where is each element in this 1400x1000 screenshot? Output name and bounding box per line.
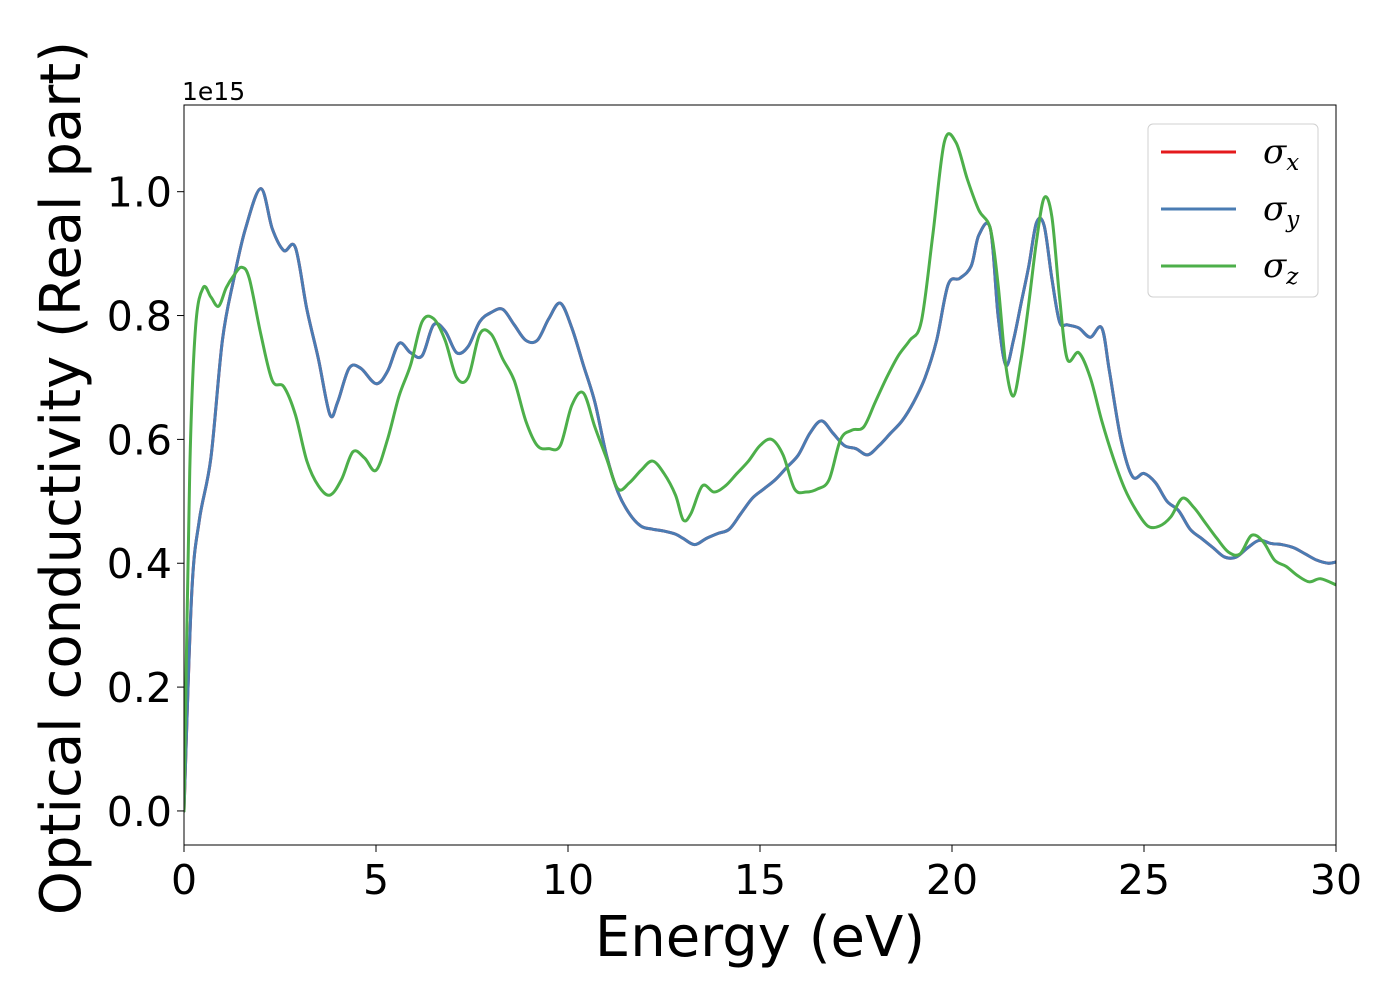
y-tick-label: 0.0 [107, 788, 172, 836]
x-axis-ticks: 0 5 10 15 20 25 30 [171, 845, 1362, 904]
legend-label-symbol: σ [1263, 246, 1287, 286]
legend-label-sigma-x: σx [1263, 132, 1299, 176]
legend-label-subscript: y [1285, 207, 1300, 233]
y-tick-label: 0.6 [107, 416, 172, 464]
y-axis-ticks: 0.0 0.2 0.4 0.6 0.8 1.0 [107, 169, 184, 836]
legend-label-symbol: σ [1263, 189, 1287, 229]
x-tick-label: 0 [171, 856, 197, 904]
y-tick-label: 1.0 [107, 169, 172, 217]
y-tick-label: 0.4 [107, 540, 172, 588]
series-layer [184, 132, 1336, 813]
y-offset-label: 1e15 [182, 77, 245, 106]
y-tick-label: 0.8 [107, 293, 172, 341]
x-tick-label: 15 [734, 856, 786, 904]
series-line-sigma-y [184, 187, 1336, 813]
x-tick-label: 30 [1310, 856, 1362, 904]
y-axis-label: Optical conductivity (Real part) [29, 41, 94, 915]
legend-label-subscript: z [1285, 264, 1299, 290]
x-tick-label: 20 [926, 856, 978, 904]
legend-label-subscript: x [1286, 150, 1299, 176]
legend-label-symbol: σ [1263, 132, 1287, 172]
x-tick-label: 5 [363, 856, 389, 904]
x-axis-label: Energy (eV) [595, 905, 925, 970]
legend-label-sigma-y: σy [1263, 189, 1300, 233]
x-tick-label: 10 [542, 856, 594, 904]
series-line-sigma-z [184, 132, 1336, 813]
legend-label-sigma-z: σz [1263, 246, 1299, 290]
y-tick-label: 0.2 [107, 664, 172, 712]
x-tick-label: 25 [1118, 856, 1170, 904]
